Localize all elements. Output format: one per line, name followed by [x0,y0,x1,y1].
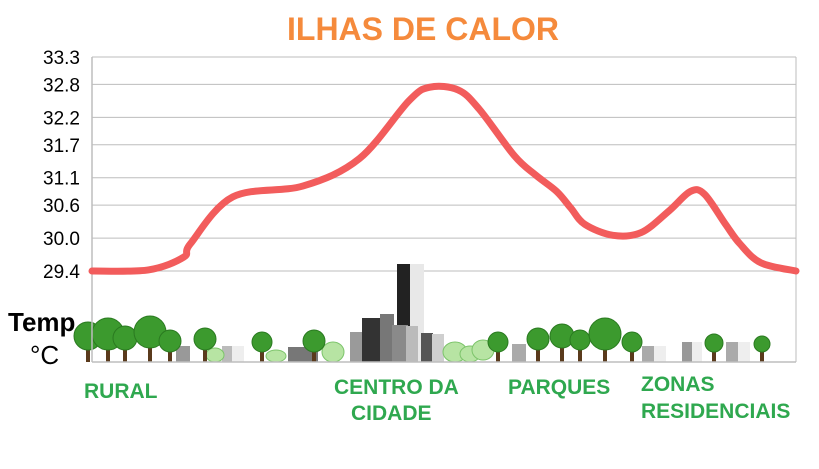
landscape-illustration [73,264,771,363]
y-tick-label: 33.3 [43,48,80,69]
trees-illustration [73,315,771,362]
tree-icon [251,331,273,362]
y-axis-ticks: 33.3 32.8 32.2 31.7 31.1 30.6 30.0 29.4 [43,48,80,283]
y-tick-label: 32.2 [43,108,80,129]
y-tick-label: 31.1 [43,169,80,190]
tree-icon [112,325,138,362]
tree-icon [193,327,217,362]
city-buildings-illustration [288,264,444,362]
category-label-city-line2: CIDADE [351,402,432,425]
y-axis-label-unit: °C [30,340,59,370]
category-label-rural: RURAL [84,380,158,403]
y-axis-label-temp: Temp [8,307,75,337]
category-label-residential-line2: RESIDENCIAIS [641,400,790,423]
category-label-city-line1: CENTRO DA [334,376,459,399]
y-tick-label: 30.6 [43,196,80,217]
tree-icon [487,331,509,362]
chart-title: ILHAS DE CALOR [287,11,559,47]
y-tick-label: 32.8 [43,75,80,96]
temperature-line [88,82,800,275]
category-label-residential-line1: ZONAS [641,373,715,396]
y-tick-label: 30.0 [43,229,80,250]
tree-icon [569,329,591,362]
tree-icon [158,329,182,362]
tree-icon [621,331,643,362]
category-labels: RURAL CENTRO DA CIDADE PARQUES ZONAS RES… [84,373,790,425]
y-tick-label: 31.7 [43,136,80,157]
houses-illustration [176,342,750,362]
tree-icon [302,329,326,362]
tree-icon [588,317,622,362]
tree-icon [526,327,550,362]
grid-lines [92,56,797,362]
y-tick-label: 29.4 [43,262,80,283]
category-label-parks: PARQUES [508,376,610,399]
tree-icon [704,333,724,362]
tree-icon [753,335,771,362]
